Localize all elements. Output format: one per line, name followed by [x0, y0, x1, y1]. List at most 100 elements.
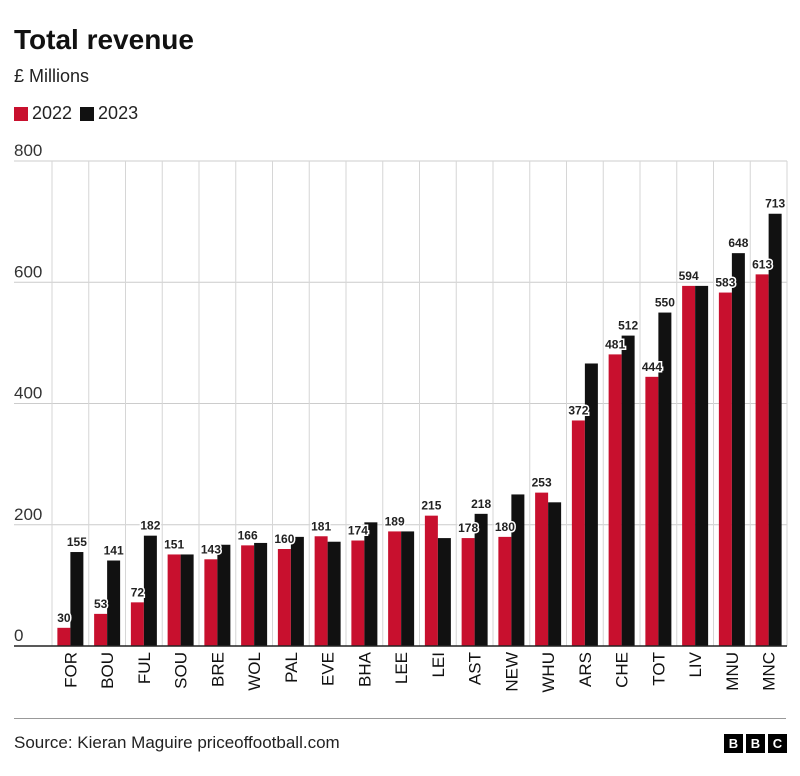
x-tick-label-lee: LEE [392, 652, 411, 684]
y-tick-label: 0 [14, 626, 23, 645]
bbc-logo-letter: B [746, 734, 765, 753]
bar-2022-mnc [755, 274, 769, 646]
data-label: 512 [618, 319, 638, 333]
x-tick-label-tot: TOT [649, 652, 668, 686]
data-label: 141 [104, 544, 124, 558]
legend-swatch-2023 [80, 106, 95, 121]
bar-2023-lee [401, 531, 415, 646]
data-label: 160 [274, 532, 294, 546]
legend-label-2023: 2023 [98, 103, 139, 123]
data-label: 713 [765, 197, 785, 211]
bar-2022-ast [461, 538, 475, 646]
data-label: 151 [164, 537, 184, 551]
chart-title: Total revenue [14, 24, 194, 55]
data-label: 372 [568, 403, 588, 417]
data-label: 648 [728, 236, 748, 250]
bar-2023-liv [695, 285, 709, 646]
x-tick-label-lei: LEI [429, 652, 448, 678]
data-label: 218 [471, 497, 491, 511]
y-tick-label: 800 [14, 141, 42, 160]
y-tick-label: 600 [14, 262, 42, 281]
legend: 2022 2023 [14, 103, 146, 124]
bar-2023-eve [327, 541, 341, 646]
bar-2023-bha [364, 522, 378, 646]
bar-2022-whu [535, 492, 549, 646]
bar-2022-pal [277, 549, 291, 646]
bar-2022-lei [424, 515, 438, 646]
bar-2022-bou [94, 613, 108, 646]
legend-item-2022: 2022 [14, 103, 72, 124]
bar-2023-che [621, 335, 635, 646]
x-tick-label-whu: WHU [539, 652, 558, 693]
bbc-logo-letter: C [768, 734, 787, 753]
data-label: 30 [57, 611, 71, 625]
data-label: 481 [605, 337, 625, 351]
x-tick-label-sou: SOU [172, 652, 191, 689]
data-label: 143 [201, 542, 221, 556]
legend-swatch-2022 [14, 106, 28, 121]
data-label: 166 [238, 528, 258, 542]
data-label: 444 [642, 360, 662, 374]
bar-2022-liv [682, 285, 696, 646]
x-tick-label-wol: WOL [245, 652, 264, 691]
bar-2023-lei [437, 538, 451, 646]
y-tick-label: 400 [14, 384, 42, 403]
bar-2023-ars [584, 363, 598, 646]
data-label: 215 [421, 499, 441, 513]
x-tick-label-bha: BHA [355, 651, 374, 687]
bar-2022-for [57, 627, 71, 646]
data-label: 155 [67, 535, 87, 549]
bar-2022-ful [130, 602, 144, 646]
bar-2023-whu [548, 502, 562, 646]
x-tick-label-mnc: MNC [760, 652, 779, 691]
bar-2023-pal [290, 536, 304, 646]
data-label: 583 [715, 276, 735, 290]
x-tick-label-liv: LIV [686, 651, 705, 677]
data-label: 174 [348, 524, 368, 538]
x-tick-label-new: NEW [502, 652, 521, 692]
footer-divider [14, 718, 786, 719]
source-note: Source: Kieran Maguire priceoffootball.c… [14, 733, 340, 752]
legend-item-2023: 2023 [80, 103, 138, 124]
y-tick-label: 200 [14, 505, 42, 524]
bar-2023-tot [658, 312, 672, 646]
bar-2023-bre [217, 544, 231, 646]
data-label: 613 [752, 257, 772, 271]
bar-2023-mnc [768, 213, 782, 646]
data-label: 253 [532, 476, 552, 490]
legend-label-2022: 2022 [32, 103, 73, 123]
bar-2022-eve [314, 536, 328, 646]
bar-2023-wol [254, 542, 268, 646]
data-label: 180 [495, 520, 515, 534]
data-label: 550 [655, 296, 675, 310]
bar-2023-ful [143, 535, 157, 646]
bar-2023-bou [107, 560, 121, 646]
data-label: 72 [131, 585, 145, 599]
bar-2023-for [70, 552, 84, 646]
x-tick-label-che: CHE [613, 652, 632, 688]
bbc-logo: B B C [721, 734, 787, 753]
x-tick-label-bou: BOU [98, 652, 117, 689]
bar-2022-lee [388, 531, 402, 646]
x-tick-label-pal: PAL [282, 652, 301, 683]
x-tick-label-for: FOR [61, 652, 80, 688]
bar-2022-tot [645, 376, 659, 646]
data-label: 181 [311, 519, 331, 533]
bar-2022-wol [241, 545, 255, 646]
data-label: 594 [679, 269, 699, 283]
bar-2022-che [608, 354, 622, 646]
x-tick-label-ful: FUL [135, 652, 154, 684]
data-label: 189 [385, 514, 405, 528]
chart-subtitle: £ Millions [14, 66, 90, 86]
x-tick-label-ast: AST [466, 652, 485, 685]
bar-2022-bha [351, 540, 365, 646]
bar-2022-mnu [718, 292, 732, 646]
bar-2023-ast [474, 513, 488, 646]
x-tick-label-mnu: MNU [723, 652, 742, 691]
bar-2023-mnu [731, 253, 745, 646]
bar-2022-ars [571, 420, 585, 646]
bar-2023-new [511, 494, 525, 646]
bar-chart: 0 200 400 600 800 30 155 53 141 72 182 151 143 166 160… [14, 141, 788, 693]
x-tick-label-ars: ARS [576, 652, 595, 687]
